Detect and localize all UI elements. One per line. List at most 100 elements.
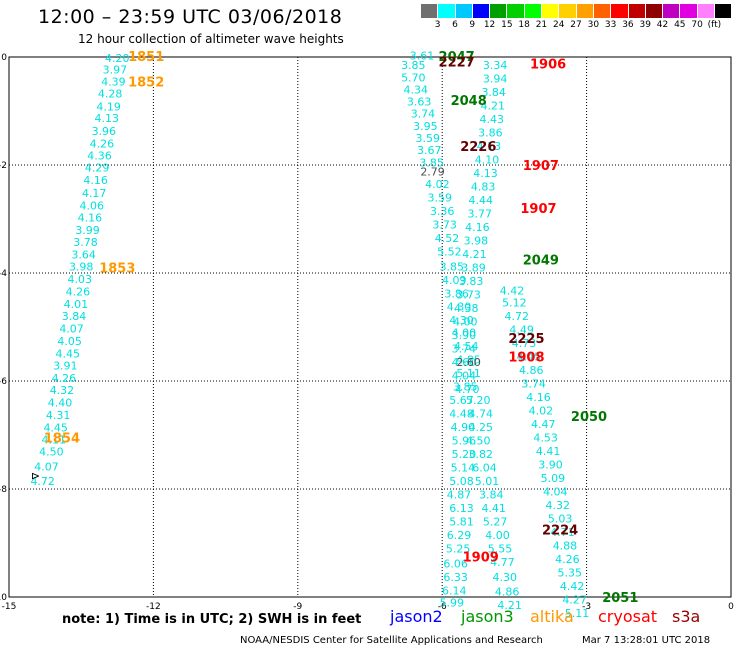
data-point-label: 3.89 bbox=[461, 262, 486, 275]
data-point-label: 4.77 bbox=[490, 556, 515, 569]
pass-number-label: 2050 bbox=[571, 410, 607, 425]
data-point-label: 5.35 bbox=[558, 567, 583, 580]
color-scale-swatch bbox=[559, 4, 577, 18]
data-point-label: 4.17 bbox=[82, 187, 107, 200]
data-point-label: 3.99 bbox=[75, 224, 100, 237]
footer-note: note: 1) Time is in UTC; 2) SWH is in fe… bbox=[62, 612, 362, 627]
color-scale-labels: 3 6 9 12 15 18 21 24 27 30 33 36 39 42 45 70 (ft) bbox=[421, 20, 732, 30]
data-point-label: 4.26 bbox=[555, 553, 580, 566]
data-point-label: 4.41 bbox=[536, 445, 561, 458]
data-point-label: 4.10 bbox=[475, 154, 500, 167]
data-point-label: 4.45 bbox=[55, 347, 80, 360]
data-point-label: 3.64 bbox=[71, 249, 96, 262]
data-point-label: 4.25 bbox=[468, 421, 493, 434]
data-point-label: 4.30 bbox=[449, 314, 474, 327]
data-point-label: 4.13 bbox=[94, 112, 119, 125]
data-point-label: 5.03 bbox=[548, 513, 573, 526]
data-point-label: 4.41 bbox=[481, 502, 506, 515]
data-point-label: 5.52 bbox=[437, 245, 462, 258]
data-point-label: 3.84 bbox=[479, 488, 504, 501]
color-scale-label: 9 bbox=[469, 20, 476, 30]
data-point-label: 4.31 bbox=[46, 409, 71, 422]
x-tick-label: -9 bbox=[293, 602, 302, 612]
x-tick-label: 0 bbox=[728, 602, 734, 612]
data-point-label: 4.07 bbox=[34, 460, 59, 473]
x-tick-label: -12 bbox=[146, 602, 161, 612]
data-point-label: 5.70 bbox=[401, 72, 426, 85]
data-point-label: 4.11 bbox=[42, 433, 67, 446]
color-scale-label: 18 bbox=[518, 20, 530, 30]
color-scale-label: 30 bbox=[587, 20, 600, 30]
data-point-label: 4.16 bbox=[78, 211, 103, 224]
data-point-label: 3.78 bbox=[73, 236, 98, 249]
data-point-label: 6.13 bbox=[449, 502, 474, 515]
data-point-label: 4.16 bbox=[83, 174, 108, 187]
footer-credit: NOAA/NESDIS Center for Satellite Applica… bbox=[240, 635, 543, 646]
data-point-label: 3.90 bbox=[538, 459, 563, 472]
y-tick-label: 0 bbox=[1, 53, 7, 63]
data-point-label: 4.44 bbox=[468, 194, 493, 207]
data-point-label: 4.01 bbox=[64, 298, 89, 311]
pass-number-label: 1852 bbox=[128, 75, 164, 90]
data-point-label: 4.21 bbox=[462, 248, 487, 261]
y-tick-label: -6 bbox=[0, 377, 7, 387]
data-point-label: 4.32 bbox=[545, 499, 570, 512]
data-point-label: 4.05 bbox=[57, 335, 82, 348]
pass-number-label: 1851 bbox=[128, 50, 164, 65]
data-point-label: 3.86 bbox=[444, 288, 469, 301]
data-point-label: 5.14 bbox=[451, 461, 476, 474]
legend-item-cryosat: cryosat bbox=[598, 607, 658, 626]
data-point-label: 4.20 bbox=[105, 52, 130, 65]
data-point-label: 4.28 bbox=[98, 88, 123, 101]
data-point-label: 5.25 bbox=[446, 542, 471, 555]
data-point-label: 5.55 bbox=[488, 542, 513, 555]
data-point-label: 5.20 bbox=[466, 394, 491, 407]
data-point-label: 4.00 bbox=[485, 529, 510, 542]
data-point-label: 4.32 bbox=[50, 384, 75, 397]
color-scale-swatch bbox=[645, 4, 664, 18]
data-point-label: 4.13 bbox=[473, 167, 498, 180]
color-scale-swatch bbox=[628, 4, 646, 18]
data-point-label: 5.20 bbox=[452, 448, 477, 461]
footer-timestamp: Mar 7 13:28:01 UTC 2018 bbox=[582, 635, 711, 646]
pass-number-label: 2224 bbox=[542, 524, 578, 539]
data-point-label: 4.06 bbox=[80, 200, 105, 213]
data-point-label: 3.77 bbox=[467, 208, 492, 221]
data-point-label: 4.43 bbox=[480, 113, 505, 126]
altimeter-chart: -15-12-9-6-300-2-4-6-8-10 4.203.974.394.… bbox=[0, 49, 734, 620]
data-point-label: 3.94 bbox=[483, 73, 508, 86]
data-point-label: 4.52 bbox=[435, 232, 460, 245]
color-scale-label: (ft) bbox=[707, 20, 722, 30]
x-tick-label: -6 bbox=[438, 602, 447, 612]
data-point-label: 3.85 bbox=[440, 261, 465, 274]
data-point-label: 3.36 bbox=[430, 205, 455, 218]
data-point-label: 4.39 bbox=[101, 75, 126, 88]
data-point-label: 4.85 bbox=[456, 353, 481, 366]
data-point-label: 6.04 bbox=[472, 461, 497, 474]
color-scale-swatch bbox=[611, 4, 629, 18]
data-point-label: 3.85 bbox=[453, 380, 478, 393]
data-point-label: 4.45 bbox=[43, 421, 68, 434]
pass-number-label: 2226 bbox=[460, 140, 496, 155]
data-point-label: 4.26 bbox=[90, 137, 115, 150]
color-scale-label: 3 bbox=[434, 20, 441, 30]
color-scale-label: 42 bbox=[656, 20, 669, 30]
data-point-label: 4.49 bbox=[509, 324, 534, 337]
pass-number-label: 1907 bbox=[523, 159, 559, 174]
data-point-label: 4.40 bbox=[48, 397, 73, 410]
data-point-label: 4.90 bbox=[451, 421, 476, 434]
plot-frame bbox=[8, 56, 732, 598]
color-scale-swatch bbox=[455, 4, 473, 18]
data-point-label: 4.26 bbox=[66, 285, 91, 298]
data-point-label: 5.08 bbox=[449, 475, 474, 488]
data-point-label: 5.81 bbox=[449, 515, 474, 528]
data-point-label: 4.03 bbox=[68, 273, 93, 286]
pass-number-label: 1908 bbox=[508, 351, 544, 366]
pass-number-label: 2049 bbox=[523, 254, 559, 269]
legend-item-jason3: jason3 bbox=[461, 607, 514, 626]
data-point-label: 5.11 bbox=[565, 607, 590, 620]
data-point-label: 3.59 bbox=[428, 191, 453, 204]
data-point-label: 4.30 bbox=[447, 300, 472, 313]
data-point-label: 4.42 bbox=[500, 284, 525, 297]
pass-number-label: 2051 bbox=[602, 591, 638, 606]
